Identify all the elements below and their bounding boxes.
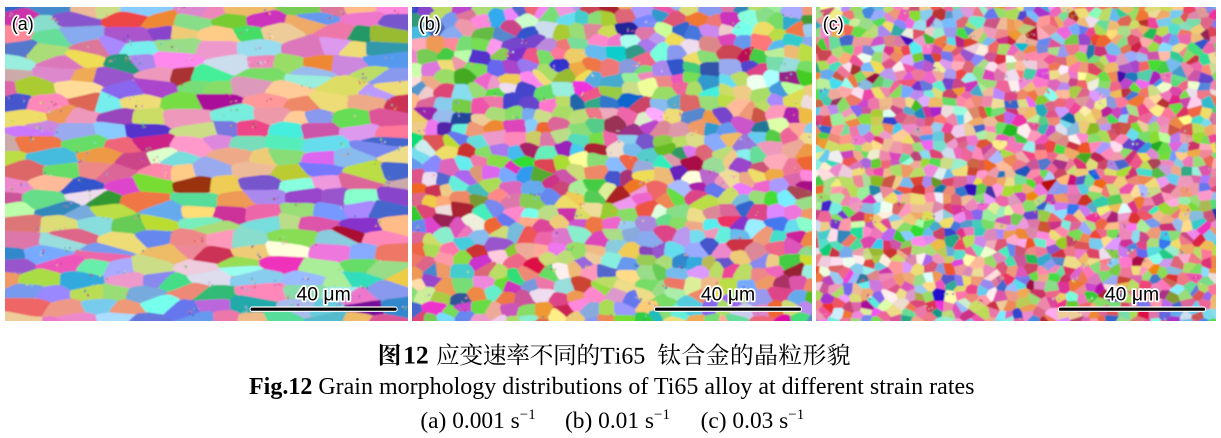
svg-text:40 μm: 40 μm	[1105, 284, 1159, 306]
svg-text:(b): (b)	[419, 14, 441, 34]
svg-text:40 μm: 40 μm	[701, 284, 755, 306]
svg-text:(c): (c)	[823, 14, 844, 34]
svg-text:(a): (a)	[12, 14, 34, 34]
svg-text:40 μm: 40 μm	[296, 284, 350, 306]
